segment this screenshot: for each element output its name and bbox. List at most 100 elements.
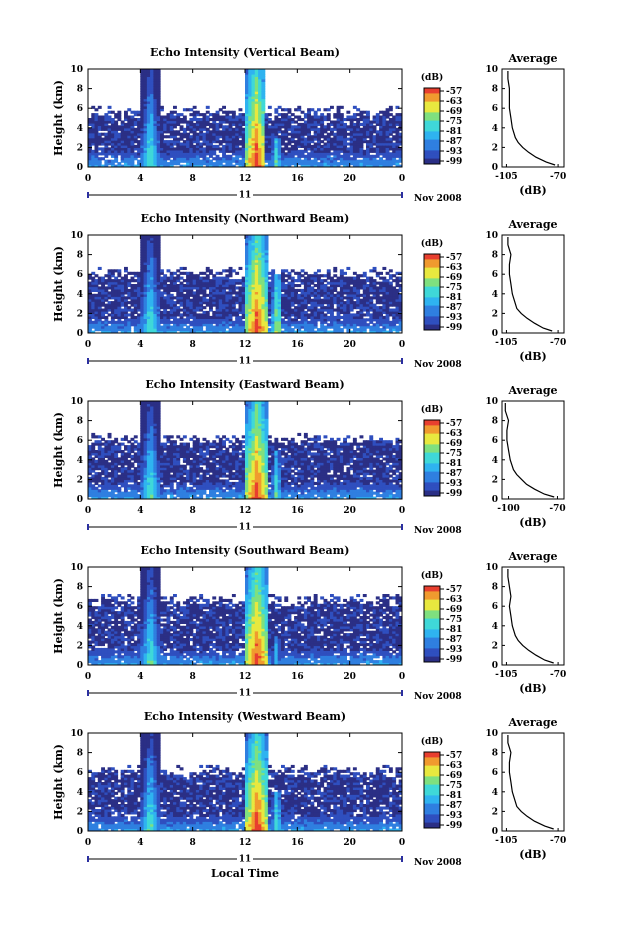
- heatmap-cell: [271, 301, 276, 305]
- heatmap-cell: [130, 293, 135, 297]
- heatmap-cell: [179, 132, 184, 136]
- heatmap-cell: [277, 303, 282, 307]
- heatmap-cell: [294, 144, 298, 148]
- heatmap-cell: [323, 164, 328, 167]
- heatmap-cell: [359, 110, 364, 114]
- heatmap-cell: [382, 113, 387, 117]
- colorbar-segment: [424, 117, 440, 122]
- heatmap-cell: [124, 323, 128, 327]
- heatmap-cell: [107, 479, 112, 483]
- heatmap-cell: [356, 315, 361, 319]
- heatmap-cell: [156, 235, 161, 239]
- heatmap-cell: [186, 303, 190, 307]
- heatmap-cell: [336, 149, 341, 153]
- heatmap-cell: [333, 152, 338, 156]
- heatmap-cell: [114, 293, 119, 297]
- heatmap-cell: [271, 323, 276, 327]
- heatmap-cell: [169, 274, 174, 278]
- heatmap-cell: [218, 284, 223, 288]
- heatmap-cell: [395, 325, 400, 329]
- heatmap-cell: [130, 457, 135, 461]
- heatmap-cell: [366, 323, 370, 327]
- heatmap-cell: [169, 328, 174, 332]
- heatmap-cell: [287, 159, 292, 163]
- heatmap-cell: [140, 100, 145, 104]
- heatmap-cell: [346, 118, 351, 122]
- heatmap-cell: [313, 149, 318, 153]
- heatmap-cell: [91, 320, 96, 324]
- heatmap-cell: [225, 284, 230, 288]
- heatmap-cell: [117, 450, 122, 454]
- heatmap-cell: [169, 130, 174, 134]
- heatmap-cell: [156, 274, 161, 278]
- heatmap-cell: [254, 244, 259, 248]
- heatmap-cell: [140, 320, 145, 324]
- heatmap-cell: [359, 281, 364, 285]
- heatmap-cell: [146, 73, 151, 77]
- heatmap-cell: [189, 284, 194, 288]
- heatmap-cell: [202, 286, 207, 290]
- heatmap-cell: [303, 162, 308, 166]
- heatmap-cell: [146, 137, 151, 141]
- heatmap-cell: [104, 286, 109, 290]
- heatmap-cell: [228, 159, 233, 163]
- heatmap-cell: [346, 110, 351, 114]
- heatmap-cell: [343, 320, 347, 324]
- heatmap-cell: [245, 237, 249, 241]
- heatmap-cell: [248, 284, 253, 288]
- heatmap-cell: [366, 301, 370, 305]
- heatmap-cell: [343, 118, 347, 122]
- heatmap-cell: [307, 162, 311, 166]
- heatmap-cell: [303, 157, 308, 161]
- heatmap-cell: [94, 157, 99, 161]
- heatmap-cell: [186, 140, 190, 144]
- heatmap-cell: [156, 266, 161, 270]
- heatmap-cell: [385, 154, 390, 158]
- heatmap-cell: [150, 293, 154, 297]
- heatmap-cell: [205, 301, 210, 305]
- heatmap-cell: [91, 162, 96, 166]
- heatmap-cell: [372, 142, 377, 146]
- heatmap-cell: [313, 125, 318, 129]
- heatmap-cell: [91, 450, 96, 454]
- profile-line: [507, 71, 556, 166]
- heatmap-cell: [248, 325, 253, 329]
- heatmap-cell: [330, 120, 334, 124]
- heatmap-cell: [313, 315, 318, 319]
- heatmap-cell: [101, 310, 105, 314]
- heatmap-cell: [195, 315, 200, 319]
- heatmap-cell: [231, 149, 236, 153]
- heatmap-cell: [254, 73, 259, 77]
- heatmap-cell: [398, 140, 402, 144]
- heatmap-cell: [281, 149, 285, 153]
- heatmap-cell: [195, 318, 200, 322]
- heatmap-cell: [261, 279, 266, 283]
- heatmap-cell: [143, 266, 148, 270]
- heatmap-cell: [392, 135, 397, 139]
- heatmap-cell: [143, 142, 148, 146]
- heatmap-cell: [349, 315, 354, 319]
- heatmap-cell: [124, 330, 128, 333]
- heatmap-cell: [254, 144, 259, 148]
- heatmap-cell: [212, 315, 217, 319]
- heatmap-cell: [215, 276, 220, 280]
- heatmap-cell: [372, 157, 377, 161]
- heatmap-cell: [349, 320, 354, 324]
- heatmap-cell: [333, 147, 338, 151]
- heatmap-cell: [339, 303, 344, 307]
- heatmap-cell: [264, 118, 269, 122]
- heatmap-cell: [107, 454, 112, 458]
- heatmap-cell: [369, 164, 374, 167]
- heatmap-cell: [133, 140, 138, 144]
- heatmap-cell: [326, 298, 331, 302]
- heatmap-cell: [150, 154, 154, 158]
- heatmap-cell: [375, 147, 380, 151]
- heatmap-cell: [320, 122, 325, 126]
- heatmap-cell: [228, 288, 233, 292]
- heatmap-cell: [186, 157, 190, 161]
- heatmap-cell: [277, 127, 282, 131]
- heatmap-cell: [156, 306, 161, 310]
- heatmap-cell: [339, 274, 344, 278]
- heatmap-cell: [366, 152, 370, 156]
- heatmap-cell: [388, 113, 393, 117]
